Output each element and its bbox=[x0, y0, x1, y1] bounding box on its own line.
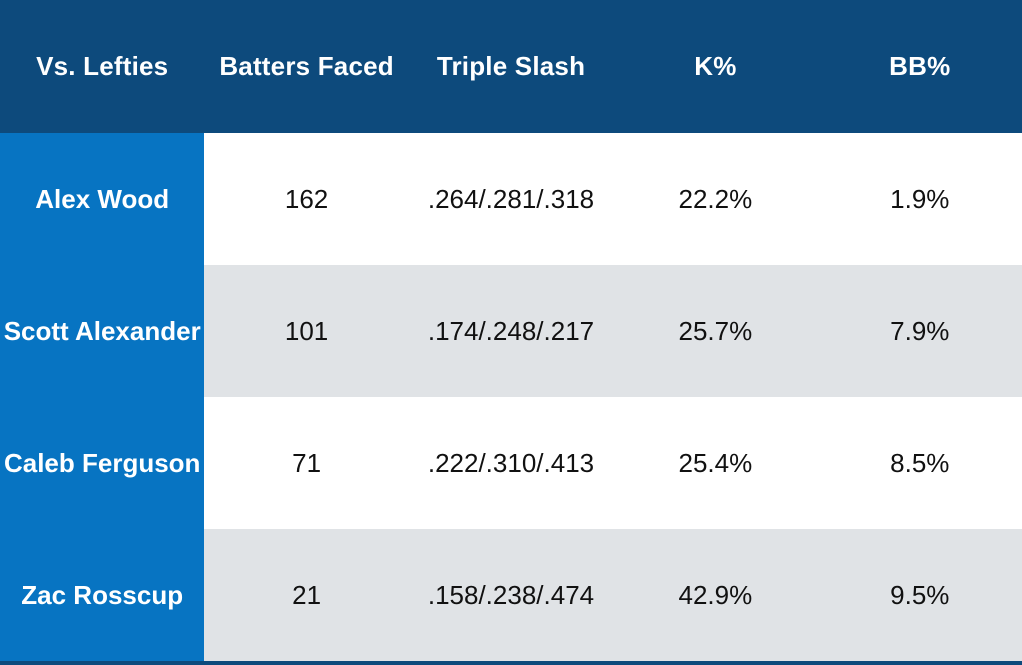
triple-slash-value: .158/.238/.474 bbox=[408, 529, 614, 661]
table-title-header: Vs. Lefties bbox=[0, 0, 205, 133]
triple-slash-value: .222/.310/.413 bbox=[408, 397, 614, 529]
bb-pct-value: 1.9% bbox=[817, 133, 1022, 265]
column-header-batters-faced: Batters Faced bbox=[204, 0, 409, 133]
column-header-triple-slash: Triple Slash bbox=[408, 0, 614, 133]
batters-faced-value: 71 bbox=[204, 397, 409, 529]
k-pct-value: 25.4% bbox=[613, 397, 818, 529]
batters-faced-value: 101 bbox=[204, 265, 409, 397]
bottom-edge-band bbox=[0, 661, 1022, 665]
column-header-bb-pct: BB% bbox=[817, 0, 1022, 133]
triple-slash-value: .174/.248/.217 bbox=[408, 265, 614, 397]
k-pct-value: 22.2% bbox=[613, 133, 818, 265]
k-pct-value: 25.7% bbox=[613, 265, 818, 397]
bb-pct-value: 9.5% bbox=[817, 529, 1022, 661]
triple-slash-value: .264/.281/.318 bbox=[408, 133, 614, 265]
column-header-k-pct: K% bbox=[613, 0, 818, 133]
batters-faced-value: 21 bbox=[204, 529, 409, 661]
bb-pct-value: 7.9% bbox=[817, 265, 1022, 397]
player-name: Caleb Ferguson bbox=[0, 397, 205, 529]
bb-pct-value: 8.5% bbox=[817, 397, 1022, 529]
batters-faced-value: 162 bbox=[204, 133, 409, 265]
player-name: Scott Alexander bbox=[0, 265, 205, 397]
player-name: Zac Rosscup bbox=[0, 529, 205, 661]
k-pct-value: 42.9% bbox=[613, 529, 818, 661]
player-name: Alex Wood bbox=[0, 133, 205, 265]
